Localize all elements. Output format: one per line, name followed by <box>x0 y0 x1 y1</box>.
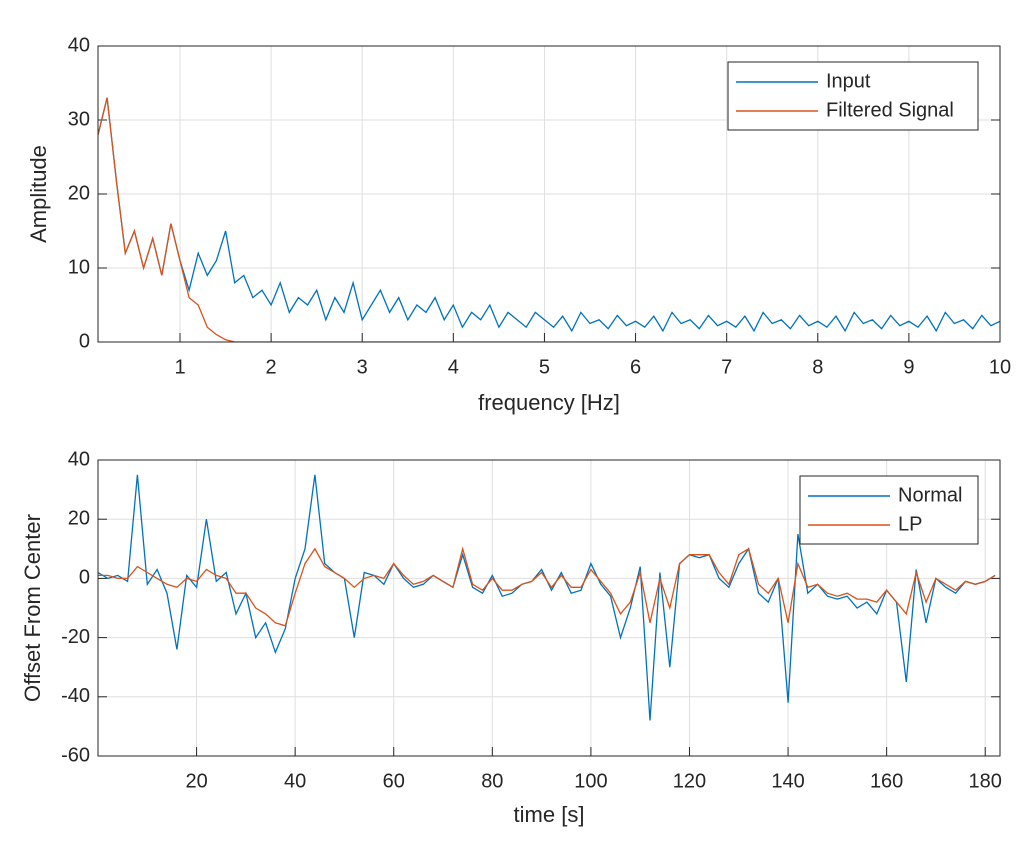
x-tick-label: 9 <box>903 356 914 378</box>
y-tick-label: 40 <box>68 34 90 56</box>
plot-area <box>98 474 996 721</box>
x-tick-label: 6 <box>630 356 641 378</box>
data-line <box>98 546 996 627</box>
x-tick-label: 8 <box>812 356 823 378</box>
y-tick-label: 20 <box>68 507 90 529</box>
x-tick-label: 40 <box>284 770 306 792</box>
x-tick-label: 20 <box>185 770 207 792</box>
x-tick-label: 160 <box>870 770 903 792</box>
x-tick-label: 10 <box>989 356 1011 378</box>
y-tick-label: -20 <box>61 626 90 648</box>
y-axis-label: Offset From Center <box>20 514 45 702</box>
x-tick-label: 100 <box>574 770 607 792</box>
legend-box <box>727 61 979 131</box>
y-tick-label: 30 <box>68 108 90 130</box>
x-tick-label: 60 <box>383 770 405 792</box>
y-tick-label: 0 <box>79 330 90 352</box>
data-line <box>98 97 1000 333</box>
plot-area <box>98 97 1000 342</box>
x-tick-label: 2 <box>266 356 277 378</box>
legend-label: Input <box>826 70 871 92</box>
axes-box <box>97 45 1001 343</box>
x-tick-label: 140 <box>771 770 804 792</box>
x-tick-label: 4 <box>448 356 459 378</box>
legend-box <box>799 475 979 545</box>
x-tick-label: 3 <box>357 356 368 378</box>
y-tick-label: 40 <box>68 448 90 470</box>
legend-label: LP <box>898 513 922 535</box>
x-axis-label: frequency [Hz] <box>478 390 620 415</box>
x-tick-label: 5 <box>539 356 550 378</box>
y-tick-label: -60 <box>61 744 90 766</box>
legend-label: Normal <box>898 484 962 506</box>
x-tick-label: 7 <box>721 356 732 378</box>
y-tick-label: 0 <box>79 567 90 589</box>
x-tick-label: 1 <box>174 356 185 378</box>
x-axis-label: time [s] <box>514 802 585 827</box>
x-tick-label: 120 <box>673 770 706 792</box>
axes-box <box>97 459 1001 757</box>
y-tick-label: 10 <box>68 256 90 278</box>
x-tick-label: 80 <box>481 770 503 792</box>
y-axis-label: Amplitude <box>26 145 51 243</box>
x-tick-label: 180 <box>969 770 1002 792</box>
y-tick-label: 20 <box>68 182 90 204</box>
y-tick-label: -40 <box>61 685 90 707</box>
legend-label: Filtered Signal <box>826 99 954 121</box>
